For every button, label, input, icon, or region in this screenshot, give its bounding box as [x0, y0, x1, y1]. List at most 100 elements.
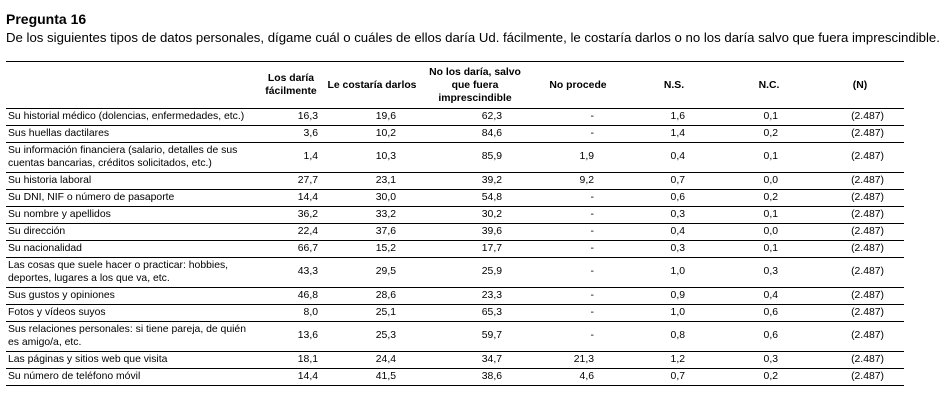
- cell-e: 1,0: [626, 304, 722, 322]
- header-no-daria: No los daría, salvo que fuera imprescind…: [429, 66, 521, 104]
- cell-f: 0,3: [722, 257, 816, 288]
- cell-b: 30,0: [324, 189, 420, 207]
- cell-c: 65,3: [420, 304, 530, 322]
- cell-d: 1,9: [530, 142, 626, 173]
- cell-d: -: [530, 206, 626, 224]
- cell-d: -: [530, 287, 626, 305]
- table-row: Las páginas y sitios web que visita 18,1 2…: [6, 351, 904, 369]
- row-label: Su número de teléfono móvil: [6, 368, 258, 386]
- cell-n: (2.487): [816, 368, 904, 386]
- cell-e: 0,4: [626, 142, 722, 173]
- page-title: Pregunta 16: [6, 11, 87, 27]
- table-row: Sus relaciones personales: si tiene pare…: [6, 321, 904, 352]
- cell-c: 39,2: [420, 172, 530, 190]
- cell-a: 1,4: [258, 142, 324, 173]
- cell-n: (2.487): [816, 351, 904, 369]
- cell-c: 85,9: [420, 142, 530, 173]
- row-label: Su nacionalidad: [6, 240, 258, 258]
- row-label: Fotos y vídeos suyos: [6, 304, 258, 322]
- header-costaria: Le costaría darlos: [327, 79, 417, 91]
- cell-f: 0,2: [722, 368, 816, 386]
- cell-b: 19,6: [324, 108, 420, 126]
- cell-b: 25,1: [324, 304, 420, 322]
- row-label: Su dirección: [6, 223, 258, 241]
- row-label: Su información financiera (salario, deta…: [6, 142, 258, 173]
- cell-d: -: [530, 304, 626, 322]
- table-row: Sus gustos y opiniones 46,8 28,6 23,3-0,9 0,…: [6, 287, 904, 305]
- cell-e: 0,3: [626, 206, 722, 224]
- cell-d: -: [530, 240, 626, 258]
- table-row: Su número de teléfono móvil 14,4 41,5 38,6 4…: [6, 368, 904, 386]
- cell-a: 43,3: [258, 257, 324, 288]
- cell-e: 1,0: [626, 257, 722, 288]
- cell-a: 13,6: [258, 321, 324, 352]
- cell-c: 54,8: [420, 189, 530, 207]
- cell-n: (2.487): [816, 189, 904, 207]
- cell-e: 0,7: [626, 368, 722, 386]
- cell-b: 10,3: [324, 142, 420, 173]
- cell-n: (2.487): [816, 125, 904, 143]
- row-label: Su historia laboral: [6, 172, 258, 190]
- table-row: Su historial médico (dolencias, enfermed…: [6, 108, 904, 126]
- cell-c: 84,6: [420, 125, 530, 143]
- cell-n: (2.487): [816, 172, 904, 190]
- cell-d: 4,6: [530, 368, 626, 386]
- cell-d: -: [530, 189, 626, 207]
- cell-d: -: [530, 257, 626, 288]
- table-body: Su historial médico (dolencias, enfermed…: [6, 108, 904, 386]
- table-row: Su historia laboral 27,7 23,1 39,2 9,2 0,7 0,0…: [6, 172, 904, 190]
- cell-c: 38,6: [420, 368, 530, 386]
- table-header-row: Los daría fácilmente Le costaría darlos …: [6, 61, 904, 109]
- cell-b: 24,4: [324, 351, 420, 369]
- cell-b: 29,5: [324, 257, 420, 288]
- cell-e: 0,8: [626, 321, 722, 352]
- cell-e: 0,9: [626, 287, 722, 305]
- cell-d: 21,3: [530, 351, 626, 369]
- cell-c: 23,3: [420, 287, 530, 305]
- cell-c: 25,9: [420, 257, 530, 288]
- cell-f: 0,2: [722, 189, 816, 207]
- cell-n: (2.487): [816, 142, 904, 173]
- cell-f: 0,6: [722, 321, 816, 352]
- cell-f: 0,1: [722, 206, 816, 224]
- table-row: Su DNI, NIF o número de pasaporte 14,4 30,…: [6, 189, 904, 207]
- header-facilmente: Los daría fácilmente: [265, 73, 317, 97]
- row-label: Su DNI, NIF o número de pasaporte: [6, 189, 258, 207]
- cell-b: 37,6: [324, 223, 420, 241]
- cell-c: 39,6: [420, 223, 530, 241]
- cell-a: 18,1: [258, 351, 324, 369]
- cell-c: 62,3: [420, 108, 530, 126]
- cell-a: 27,7: [258, 172, 324, 190]
- cell-n: (2.487): [816, 287, 904, 305]
- cell-d: 9,2: [530, 172, 626, 190]
- cell-e: 0,4: [626, 223, 722, 241]
- cell-e: 0,7: [626, 172, 722, 190]
- cell-a: 36,2: [258, 206, 324, 224]
- cell-d: -: [530, 321, 626, 352]
- cell-f: 0,0: [722, 172, 816, 190]
- cell-n: (2.487): [816, 321, 904, 352]
- cell-b: 41,5: [324, 368, 420, 386]
- cell-a: 46,8: [258, 287, 324, 305]
- cell-n: (2.487): [816, 257, 904, 288]
- cell-a: 22,4: [258, 223, 324, 241]
- cell-n: (2.487): [816, 206, 904, 224]
- cell-d: -: [530, 108, 626, 126]
- cell-f: 0,0: [722, 223, 816, 241]
- cell-a: 16,3: [258, 108, 324, 126]
- cell-a: 66,7: [258, 240, 324, 258]
- table-row: Su nombre y apellidos 36,2 33,2 30,2-0,3 0,1…: [6, 206, 904, 224]
- cell-a: 8,0: [258, 304, 324, 322]
- cell-a: 14,4: [258, 368, 324, 386]
- cell-e: 0,3: [626, 240, 722, 258]
- cell-f: 0,1: [722, 240, 816, 258]
- row-label: Las páginas y sitios web que visita: [6, 351, 258, 369]
- table-row: Sus huellas dactilares 3,6 10,2 84,6-1,4 0,2…: [6, 125, 904, 143]
- header-ns: N.S.: [663, 79, 685, 91]
- cell-n: (2.487): [816, 240, 904, 258]
- cell-e: 0,6: [626, 189, 722, 207]
- cell-e: 1,4: [626, 125, 722, 143]
- cell-d: -: [530, 125, 626, 143]
- cell-e: 1,2: [626, 351, 722, 369]
- cell-f: 0,3: [722, 351, 816, 369]
